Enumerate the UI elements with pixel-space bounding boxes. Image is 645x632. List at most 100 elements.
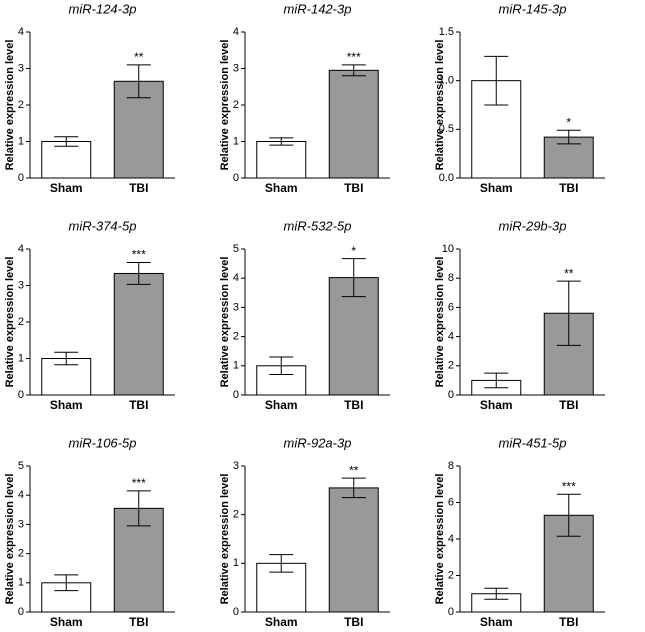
y-tick-label: 3: [233, 62, 239, 74]
y-tick-label: 3: [233, 460, 239, 472]
error-bar: [484, 587, 509, 600]
error-bar: [54, 351, 79, 366]
x-tick-label: TBI: [344, 181, 363, 195]
error-bar: [341, 64, 366, 77]
error-bar: [269, 137, 294, 146]
error-bar: [126, 64, 151, 99]
x-tick-label: Sham: [480, 181, 513, 195]
y-tick-label: 0: [448, 606, 454, 618]
y-tick-label: 3: [18, 279, 24, 291]
x-tick-label: Sham: [265, 398, 298, 412]
y-tick-label: 0: [233, 389, 239, 401]
x-tick-label: TBI: [129, 181, 148, 195]
x-tick-label: TBI: [559, 181, 578, 195]
x-tick-label: TBI: [129, 398, 148, 412]
y-tick-label: 4: [448, 331, 454, 343]
error-bar: [54, 574, 79, 592]
error-bar: [341, 477, 366, 499]
x-tick-label: Sham: [265, 615, 298, 629]
y-tick-label: 8: [448, 272, 454, 284]
x-tick-label: TBI: [129, 615, 148, 629]
x-tick-label: TBI: [559, 615, 578, 629]
bar: [113, 272, 164, 396]
y-tick-label: 4: [18, 489, 24, 501]
bar: [41, 141, 92, 179]
y-tick-label: 1: [233, 360, 239, 372]
y-tick-label: 0.5: [439, 123, 454, 135]
y-tick-label: 2: [448, 569, 454, 581]
y-axis-label: Relative expression level: [219, 257, 231, 388]
y-axis-label: Relative expression level: [434, 474, 446, 605]
y-axis-label: Relative expression level: [219, 40, 231, 171]
y-axis-label: Relative expression level: [434, 40, 446, 171]
significance: *: [566, 115, 571, 129]
y-tick-label: 1: [233, 557, 239, 569]
bar: [256, 141, 307, 179]
y-tick-label: 0: [448, 389, 454, 401]
y-tick-label: 4: [233, 26, 239, 38]
y-axis-label: Relative expression level: [219, 474, 231, 605]
y-axis-label: Relative expression level: [4, 40, 16, 171]
significance: **: [564, 266, 574, 280]
y-tick-label: 2: [233, 509, 239, 521]
chart-title: miR-142-3p: [284, 1, 352, 16]
x-tick-label: Sham: [480, 615, 513, 629]
significance: *: [351, 244, 356, 258]
chart-title: miR-532-5p: [284, 218, 352, 233]
y-tick-label: 10: [442, 243, 454, 255]
y-tick-label: 0: [18, 389, 24, 401]
y-tick-label: 1.0: [439, 75, 454, 87]
bar: [328, 487, 379, 613]
significance: ***: [132, 476, 146, 490]
x-tick-label: Sham: [50, 398, 83, 412]
bar: [328, 69, 379, 179]
y-tick-label: 1: [18, 352, 24, 364]
x-tick-label: Sham: [480, 398, 513, 412]
chart-title: miR-145-3p: [499, 1, 567, 16]
y-tick-label: 1.5: [439, 26, 454, 38]
y-axis-label: Relative expression level: [4, 257, 16, 388]
significance: **: [349, 463, 359, 477]
chart-title: miR-29b-3p: [499, 218, 567, 233]
error-bar: [556, 129, 581, 145]
y-tick-label: 2: [18, 99, 24, 111]
y-tick-label: 3: [18, 62, 24, 74]
x-tick-label: Sham: [50, 615, 83, 629]
chart-title: miR-374-5p: [69, 218, 137, 233]
y-tick-label: 6: [448, 496, 454, 508]
y-tick-label: 0.0: [439, 172, 454, 184]
y-tick-label: 1: [233, 135, 239, 147]
y-tick-label: 2: [233, 99, 239, 111]
significance: ***: [132, 248, 146, 262]
error-bar: [341, 258, 366, 298]
y-tick-label: 5: [233, 243, 239, 255]
y-tick-label: 4: [18, 26, 24, 38]
bar: [328, 277, 379, 396]
chart-title: miR-92a-3p: [284, 435, 352, 450]
y-axis-label: Relative expression level: [434, 257, 446, 388]
significance: ***: [562, 479, 576, 493]
error-bar: [54, 136, 79, 147]
chart-title: miR-106-5p: [69, 435, 137, 450]
error-bar: [126, 490, 151, 527]
y-tick-label: 2: [448, 360, 454, 372]
y-tick-label: 4: [448, 533, 454, 545]
significance: ***: [347, 50, 361, 64]
y-tick-label: 3: [233, 301, 239, 313]
y-tick-label: 8: [448, 460, 454, 472]
x-tick-label: TBI: [344, 615, 363, 629]
y-tick-label: 4: [18, 243, 24, 255]
x-tick-label: TBI: [344, 398, 363, 412]
y-tick-label: 1: [18, 577, 24, 589]
error-bar: [484, 372, 509, 389]
y-tick-label: 4: [233, 272, 239, 284]
y-axis-label: Relative expression level: [4, 474, 16, 605]
error-bar: [556, 280, 581, 346]
y-tick-label: 2: [18, 316, 24, 328]
error-bar: [269, 554, 294, 573]
y-tick-label: 0: [18, 172, 24, 184]
significance: **: [134, 50, 144, 64]
error-bar: [126, 262, 151, 285]
y-tick-label: 0: [18, 606, 24, 618]
